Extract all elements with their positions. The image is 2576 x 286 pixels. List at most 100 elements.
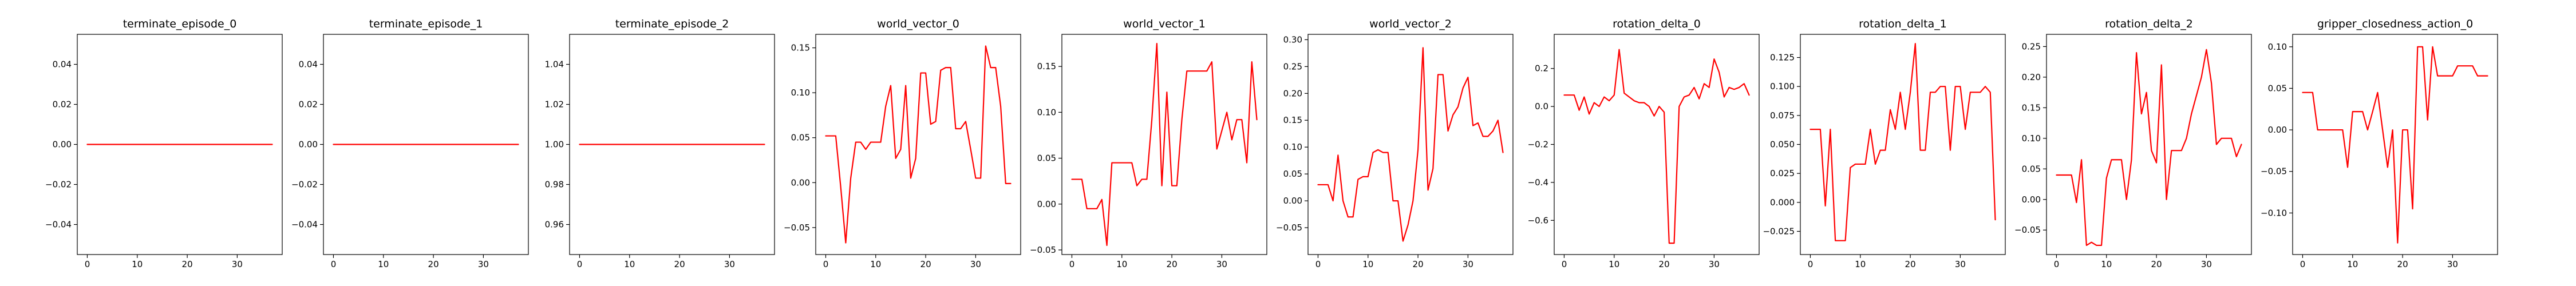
x-tick-label: 20: [1659, 259, 1670, 269]
axes-frame: [1554, 34, 1760, 255]
x-tick-label: 0: [1315, 259, 1321, 269]
y-tick-label: 0.25: [2022, 41, 2041, 51]
x-tick-label: 20: [1167, 259, 1178, 269]
x-tick-label: 0: [2300, 259, 2306, 269]
axes-frame: [1800, 34, 2006, 255]
y-tick-label: 0.00: [2022, 194, 2041, 205]
y-tick-label: 0.05: [2268, 83, 2287, 93]
y-tick-label: 1.02: [545, 100, 564, 110]
x-tick-label: 10: [2101, 259, 2112, 269]
panel-title: rotation_delta_0: [1613, 18, 1701, 30]
x-tick-label: 10: [624, 259, 635, 269]
x-tick-label: 20: [674, 259, 685, 269]
panel-title: rotation_delta_2: [2105, 18, 2193, 30]
y-tick-label: 0.15: [1037, 61, 1056, 72]
chart-panel-3: world_vector_0 0 10 20 30 −0.05 0.00 0.05 0.10 0.…: [784, 18, 1021, 269]
axes-frame: [2046, 34, 2252, 255]
x-tick-label: 10: [870, 259, 881, 269]
y-tick-label: 0.00: [1037, 199, 1056, 209]
y-tick-label: 0.075: [1770, 110, 1795, 121]
y-tick-label: 0.04: [53, 59, 72, 70]
y-tick-label: 0.15: [1283, 115, 1302, 125]
y-tick-label: −0.6: [1528, 215, 1548, 225]
x-tick-label: 30: [724, 259, 735, 269]
x-tick-label: 10: [1116, 259, 1127, 269]
y-tick-label: 0.96: [545, 220, 564, 230]
panel-title: terminate_episode_2: [615, 18, 729, 30]
y-tick-label: 0.000: [1770, 197, 1795, 208]
y-tick-label: 0.00: [299, 140, 318, 150]
y-tick-label: 0.15: [2022, 102, 2041, 113]
x-tick-label: 20: [920, 259, 931, 269]
x-tick-label: 30: [2201, 259, 2212, 269]
y-tick-label: 1.00: [545, 140, 564, 150]
series-line: [1317, 47, 1504, 242]
panel-title: rotation_delta_1: [1859, 18, 1947, 30]
axes-frame: [77, 34, 283, 255]
y-tick-label: 0.05: [1283, 169, 1302, 179]
axes-frame: [815, 34, 1021, 255]
x-tick-label: 30: [478, 259, 489, 269]
x-tick-label: 0: [1069, 259, 1075, 269]
x-tick-label: 30: [2447, 259, 2458, 269]
panel-title: terminate_episode_0: [123, 18, 237, 30]
x-tick-label: 20: [182, 259, 193, 269]
x-tick-label: 0: [2054, 259, 2060, 269]
x-tick-label: 10: [1362, 259, 1373, 269]
y-tick-label: −0.10: [2261, 208, 2287, 218]
y-tick-label: 0.125: [1770, 53, 1795, 63]
y-tick-label: 0.00: [1283, 196, 1302, 206]
axes-frame: [569, 34, 775, 255]
series-line: [1809, 43, 1996, 241]
chart-panel-7: rotation_delta_1 0 10 20 30 −0.025 0.000 0.025 0…: [1763, 18, 2006, 269]
y-tick-label: 0.00: [53, 140, 72, 150]
x-tick-label: 0: [823, 259, 829, 269]
chart-panel-2: terminate_episode_2 0 10 20 30 0.96 0.98 1.00 1.…: [545, 18, 775, 269]
x-tick-label: 30: [232, 259, 243, 269]
y-tick-label: 0.100: [1770, 81, 1795, 92]
y-tick-label: −0.05: [784, 223, 810, 233]
chart-panel-8: rotation_delta_2 0 10 20 30 −0.05 0.00 0.05 0.10…: [2014, 18, 2252, 269]
chart-panel-1: terminate_episode_1 0 10 20 30 −0.04 −0.02 0.00…: [291, 18, 529, 269]
x-tick-label: 0: [1562, 259, 1567, 269]
y-tick-label: 0.15: [791, 43, 810, 53]
x-tick-label: 30: [1216, 259, 1227, 269]
y-tick-label: 0.2: [1535, 63, 1548, 74]
y-tick-label: 0.02: [299, 100, 318, 110]
x-tick-label: 10: [378, 259, 389, 269]
axes-frame: [1307, 34, 1514, 255]
axes-frame: [1061, 34, 1267, 255]
y-tick-label: 0.0: [1535, 101, 1548, 112]
x-tick-label: 30: [970, 259, 981, 269]
x-tick-label: 20: [2397, 259, 2408, 269]
series-line: [2056, 49, 2242, 247]
x-tick-label: 20: [428, 259, 439, 269]
x-tick-label: 20: [1905, 259, 1916, 269]
chart-panel-0: terminate_episode_0 0 10 20 30 −0.04 −0.02 0.00…: [45, 18, 283, 269]
x-tick-label: 0: [331, 259, 337, 269]
y-tick-label: −0.04: [291, 220, 318, 230]
y-tick-label: −0.4: [1528, 177, 1548, 188]
panel-title: terminate_episode_1: [369, 18, 483, 30]
series-line: [825, 45, 1012, 244]
y-tick-label: −0.02: [291, 180, 318, 190]
y-tick-label: 0.20: [2022, 72, 2041, 82]
x-tick-label: 30: [1463, 259, 1473, 269]
y-tick-label: 0.04: [299, 59, 318, 70]
x-tick-label: 30: [1955, 259, 1966, 269]
y-tick-label: −0.04: [45, 220, 72, 230]
y-tick-label: 0.05: [791, 133, 810, 143]
y-tick-label: 0.05: [1037, 153, 1056, 164]
panel-title: world_vector_1: [1123, 18, 1206, 30]
y-tick-label: 0.30: [1283, 34, 1302, 45]
y-tick-label: −0.05: [2261, 166, 2287, 177]
series-line: [2302, 46, 2488, 244]
chart-panel-9: gripper_closedness_action_0 0 10 20 30 −0.10 −…: [2261, 18, 2498, 269]
x-tick-label: 0: [1808, 259, 1814, 269]
y-tick-label: −0.05: [1030, 245, 1056, 255]
y-tick-label: −0.02: [45, 180, 72, 190]
y-tick-label: 0.025: [1770, 168, 1795, 178]
x-tick-label: 10: [132, 259, 143, 269]
y-tick-label: 0.20: [1283, 88, 1302, 98]
